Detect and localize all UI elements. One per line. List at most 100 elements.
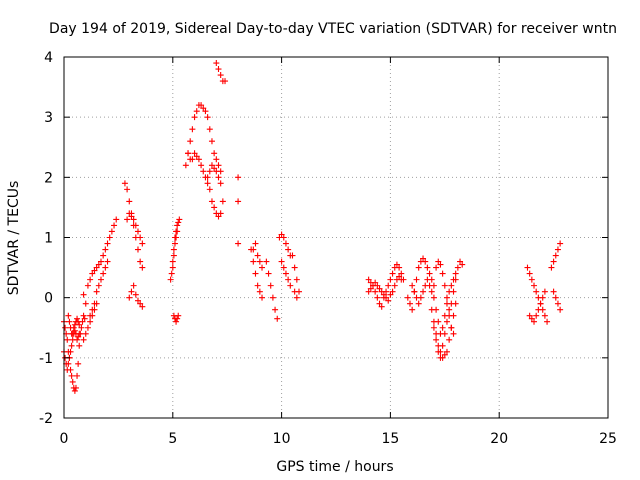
y-tick-label: 0 xyxy=(44,291,53,307)
data-point xyxy=(167,276,174,283)
data-point xyxy=(206,168,213,175)
data-point xyxy=(213,168,220,175)
data-point xyxy=(537,300,544,307)
data-point xyxy=(137,258,144,265)
data-point xyxy=(173,318,180,325)
data-point xyxy=(132,222,139,229)
data-point xyxy=(452,300,459,307)
data-point xyxy=(87,318,94,325)
data-point xyxy=(254,282,261,289)
data-point xyxy=(272,306,279,313)
data-point xyxy=(554,246,561,253)
data-point xyxy=(170,246,177,253)
data-point xyxy=(365,288,372,295)
data-point xyxy=(64,336,71,343)
data-point xyxy=(274,315,281,322)
data-point xyxy=(280,264,287,271)
data-point xyxy=(139,240,146,247)
data-point xyxy=(437,354,444,361)
data-point xyxy=(68,372,75,379)
x-tick-label: 15 xyxy=(381,431,399,447)
data-point xyxy=(174,315,181,322)
data-point xyxy=(128,288,135,295)
data-point xyxy=(124,186,131,193)
data-point xyxy=(139,303,146,310)
data-point xyxy=(554,300,561,307)
x-axis-label: GPS time / hours xyxy=(276,459,393,475)
data-point xyxy=(75,318,82,325)
data-point xyxy=(450,330,457,337)
data-point xyxy=(189,156,196,163)
data-point xyxy=(439,342,446,349)
data-point xyxy=(544,318,551,325)
x-tick-label: 20 xyxy=(490,431,508,447)
data-point xyxy=(404,294,411,301)
data-point xyxy=(430,318,437,325)
data-point xyxy=(252,270,259,277)
data-point xyxy=(222,78,229,85)
data-point xyxy=(84,282,91,289)
data-point xyxy=(198,162,205,169)
data-point xyxy=(398,270,405,277)
data-point xyxy=(65,360,72,367)
data-point xyxy=(169,258,176,265)
data-point xyxy=(95,282,102,289)
data-point xyxy=(68,342,75,349)
data-point xyxy=(433,336,440,343)
y-tick-label: -1 xyxy=(39,351,53,367)
data-point xyxy=(80,312,87,319)
data-point xyxy=(91,306,98,313)
x-tick-label: 10 xyxy=(273,431,291,447)
data-point xyxy=(81,315,88,322)
data-point xyxy=(454,264,461,271)
data-point xyxy=(80,336,87,343)
data-point xyxy=(75,333,82,340)
data-point xyxy=(126,198,133,205)
data-point xyxy=(130,216,137,223)
data-point xyxy=(387,291,394,298)
data-point xyxy=(191,114,198,121)
data-point xyxy=(126,210,133,217)
data-point xyxy=(235,240,242,247)
data-point xyxy=(78,324,85,331)
data-point xyxy=(415,300,422,307)
data-point xyxy=(541,312,548,319)
data-point xyxy=(204,174,211,181)
y-tick-label: -2 xyxy=(39,411,53,427)
data-point xyxy=(396,264,403,271)
data-point xyxy=(448,282,455,289)
data-point xyxy=(552,294,559,301)
chart-title: Day 194 of 2019, Sidereal Day-to-day VTE… xyxy=(49,21,617,37)
data-point xyxy=(433,264,440,271)
data-point xyxy=(139,264,146,271)
data-point xyxy=(420,255,427,262)
y-tick-label: 4 xyxy=(44,50,53,66)
data-point xyxy=(208,138,215,145)
data-point xyxy=(82,300,89,307)
data-point xyxy=(211,150,218,157)
data-point xyxy=(204,180,211,187)
data-point xyxy=(383,294,390,301)
data-point xyxy=(200,168,207,175)
data-point xyxy=(67,348,74,355)
data-point xyxy=(176,216,183,223)
data-point xyxy=(69,330,76,337)
data-point xyxy=(539,294,546,301)
data-point xyxy=(557,240,564,247)
data-point xyxy=(74,315,81,322)
data-point xyxy=(93,264,100,271)
data-point xyxy=(457,258,464,265)
data-point xyxy=(443,294,450,301)
data-point xyxy=(376,285,383,292)
data-point xyxy=(174,222,181,229)
data-point xyxy=(435,258,442,265)
data-point xyxy=(426,282,433,289)
data-point xyxy=(293,294,300,301)
data-point xyxy=(64,366,71,373)
data-point xyxy=(430,324,437,331)
data-point xyxy=(215,66,222,73)
data-point xyxy=(111,222,118,229)
data-point xyxy=(548,264,555,271)
data-point xyxy=(254,252,261,259)
data-point xyxy=(378,288,385,295)
